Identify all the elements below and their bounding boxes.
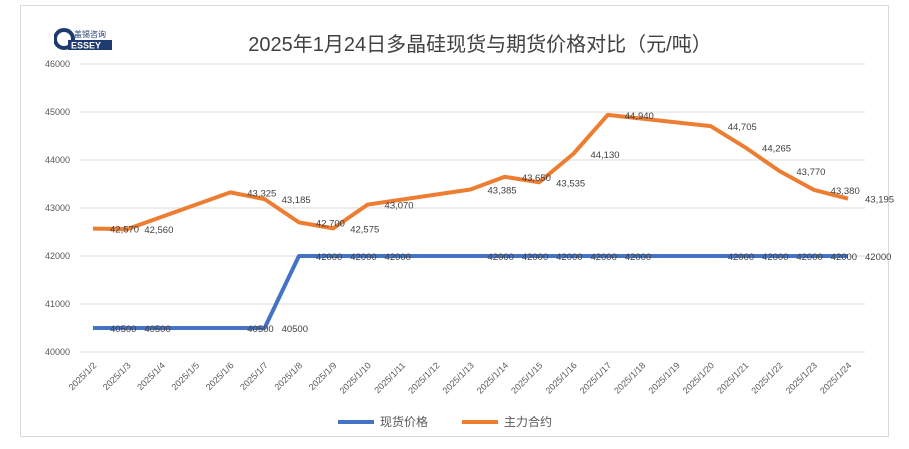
svg-text:盖锡咨询: 盖锡咨询 [74, 29, 106, 39]
data-label: 43,325 [247, 188, 276, 199]
x-tick-label: 2025/1/16 [543, 360, 578, 395]
data-label: 42000 [590, 252, 616, 263]
x-tick-label: 2025/1/23 [784, 360, 819, 395]
x-tick-label: 2025/1/15 [509, 360, 544, 395]
data-label: 43,770 [796, 167, 825, 178]
y-tick-label: 45000 [45, 107, 70, 117]
data-label: 44,265 [762, 143, 791, 154]
data-label: 42000 [796, 252, 822, 263]
x-tick-label: 2025/1/17 [578, 360, 613, 395]
data-label: 42,700 [316, 218, 345, 229]
x-tick-label: 2025/1/4 [135, 360, 167, 392]
x-tick-label: 2025/1/5 [170, 360, 202, 392]
data-label: 40500 [247, 324, 273, 335]
data-label: 43,070 [385, 201, 414, 212]
chart-title: 2025年1月24日多晶硅现货与期货价格对比（元/吨） [248, 34, 712, 56]
logo-graphic: ESSEY 盖锡咨询 [54, 28, 112, 51]
data-label: 42000 [762, 252, 788, 263]
y-tick-label: 44000 [45, 155, 70, 165]
x-tick-label: 2025/1/24 [818, 360, 853, 395]
gessey-logo: ESSEY 盖锡咨询 [54, 27, 112, 51]
data-label: 42000 [522, 252, 548, 263]
data-label: 42000 [831, 252, 857, 263]
x-tick-label: 2025/1/12 [406, 360, 441, 395]
x-tick-label: 2025/1/3 [101, 360, 133, 392]
x-tick-label: 2025/1/9 [307, 360, 339, 392]
data-label: 44,705 [728, 122, 757, 133]
data-label: 42000 [488, 252, 514, 263]
legend-label: 现货价格 [380, 414, 428, 429]
x-tick-label: 2025/1/6 [204, 360, 236, 392]
data-label: 42,575 [350, 224, 379, 235]
x-tick-label: 2025/1/8 [272, 360, 304, 392]
series-line-0 [93, 254, 848, 330]
chart-frame [20, 5, 889, 437]
y-tick-label: 41000 [45, 299, 70, 309]
x-tick-label: 2025/1/11 [372, 360, 407, 395]
data-label: 40500 [282, 324, 308, 335]
data-label: 43,380 [831, 186, 860, 197]
data-label: 42000 [556, 252, 582, 263]
data-label: 43,535 [556, 178, 585, 189]
data-label: 42000 [625, 252, 651, 263]
data-label: 40500 [144, 324, 170, 335]
data-label: 42000 [385, 252, 411, 263]
y-tick-label: 42000 [45, 251, 70, 261]
data-label: 42,570 [110, 225, 139, 236]
data-label: 42,560 [144, 225, 173, 236]
data-label: 44,940 [625, 111, 654, 122]
data-label: 40500 [110, 324, 136, 335]
data-label: 42000 [865, 252, 891, 263]
x-tick-label: 2025/1/19 [646, 360, 681, 395]
x-tick-label: 2025/1/22 [749, 360, 784, 395]
x-tick-label: 2025/1/2 [67, 360, 99, 392]
data-label: 43,650 [522, 173, 551, 184]
x-tick-label: 2025/1/14 [475, 360, 510, 395]
x-tick-label: 2025/1/10 [338, 360, 373, 395]
svg-text:ESSEY: ESSEY [71, 41, 101, 51]
data-label: 42000 [728, 252, 754, 263]
legend-label: 主力合约 [504, 414, 552, 429]
series-line-1 [92, 112, 849, 232]
x-tick-label: 2025/1/20 [681, 360, 716, 395]
data-label: 43,195 [865, 195, 894, 206]
data-label: 42000 [316, 252, 342, 263]
data-label: 43,385 [488, 186, 517, 197]
x-tick-label: 2025/1/7 [238, 360, 270, 392]
y-tick-label: 46000 [45, 59, 70, 69]
data-label: 43,185 [282, 195, 311, 206]
x-tick-label: 2025/1/18 [612, 360, 647, 395]
data-label: 44,130 [590, 150, 619, 161]
data-label: 42000 [350, 252, 376, 263]
x-tick-label: 2025/1/21 [715, 360, 750, 395]
y-tick-label: 40000 [45, 347, 70, 357]
x-tick-label: 2025/1/13 [441, 360, 476, 395]
y-tick-label: 43000 [45, 203, 70, 213]
